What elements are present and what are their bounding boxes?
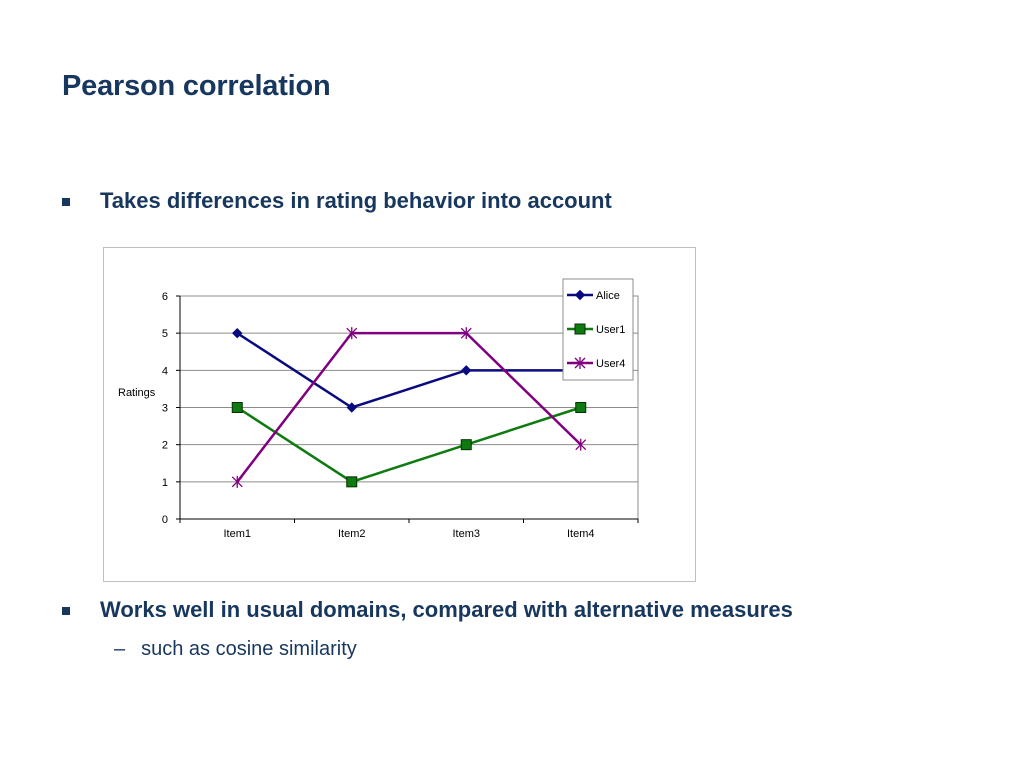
data-point-alice [461, 365, 472, 376]
x-tick-label: Item2 [338, 528, 366, 540]
square-bullet-icon [62, 607, 70, 615]
y-tick-label: 6 [162, 291, 168, 303]
x-tick-label: Item1 [223, 528, 251, 540]
ratings-line-chart: 0 1 2 3 4 5 6 Item1 Item2 Item3 Item4 Ratings Alice U… [103, 247, 696, 582]
legend-label: Alice [596, 290, 620, 302]
y-tick-label: 3 [162, 403, 168, 415]
series-line-user4 [236, 331, 582, 483]
data-point-alice [232, 327, 243, 339]
series-line-user1 [236, 406, 582, 484]
data-point-user4 [346, 327, 358, 340]
sub-bullet-text: such as cosine similarity [141, 638, 357, 660]
legend-marker-icon [574, 323, 586, 335]
bullet-text: Works well in usual domains, compared wi… [100, 597, 793, 622]
square-bullet-icon [62, 198, 70, 206]
bullet-text: Takes differences in rating behavior int… [100, 188, 612, 213]
bullet-item: Takes differences in rating behavior int… [62, 188, 612, 214]
y-tick-label: 1 [162, 477, 168, 489]
legend-label: User4 [596, 358, 625, 370]
data-point-user1 [575, 402, 587, 413]
y-tick-label: 4 [162, 365, 168, 377]
data-point-alice [346, 402, 357, 413]
chart-canvas: 0 1 2 3 4 5 6 Item1 Item2 Item3 Item4 Ratings Alice U… [118, 278, 639, 540]
data-point-user1 [231, 402, 243, 413]
data-point-user1 [346, 476, 358, 488]
x-tick-label: Item3 [452, 528, 480, 540]
dash-bullet-icon: – [114, 638, 126, 660]
bullet-item: Works well in usual domains, compared wi… [62, 597, 793, 623]
x-tick-label: Item4 [567, 528, 595, 540]
sub-bullet-item: – such as cosine similarity [114, 638, 357, 661]
data-point-user4 [575, 438, 587, 451]
y-axis-title: Ratings [118, 387, 156, 399]
legend-marker-icon [574, 357, 586, 369]
slide-title: Pearson correlation [62, 70, 331, 102]
series-line-alice [236, 332, 581, 409]
data-point-user4 [231, 475, 243, 488]
legend-label: User1 [596, 324, 625, 336]
data-point-user1 [460, 439, 472, 451]
legend-marker-icon [574, 289, 586, 301]
y-tick-label: 0 [162, 514, 168, 526]
y-tick-label: 5 [162, 328, 168, 340]
data-point-user4 [460, 327, 472, 340]
y-tick-label: 2 [162, 440, 168, 452]
